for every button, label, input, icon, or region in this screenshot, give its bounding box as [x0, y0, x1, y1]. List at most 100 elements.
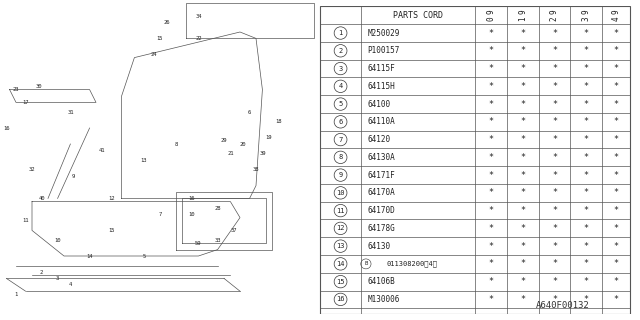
Text: *: *: [584, 206, 589, 215]
Text: 24: 24: [150, 52, 157, 57]
Text: 3: 3: [582, 17, 591, 21]
Text: 11: 11: [22, 218, 29, 223]
Text: 23: 23: [13, 87, 19, 92]
Text: 33: 33: [214, 237, 221, 243]
Text: 6: 6: [248, 109, 252, 115]
Text: *: *: [552, 277, 557, 286]
Text: 64170D: 64170D: [367, 206, 396, 215]
Text: 2: 2: [339, 48, 342, 54]
Text: *: *: [614, 64, 619, 73]
Text: *: *: [488, 277, 493, 286]
Text: 14: 14: [86, 253, 93, 259]
Text: 64178G: 64178G: [367, 224, 396, 233]
Text: 59: 59: [195, 241, 202, 246]
Text: *: *: [584, 64, 589, 73]
Text: *: *: [614, 100, 619, 108]
Text: 64115F: 64115F: [367, 64, 396, 73]
Text: 10: 10: [336, 190, 345, 196]
Text: 15: 15: [336, 279, 345, 284]
Text: *: *: [488, 64, 493, 73]
Text: *: *: [520, 277, 525, 286]
Text: 13: 13: [336, 243, 345, 249]
Text: *: *: [614, 260, 619, 268]
Text: *: *: [488, 224, 493, 233]
Text: 64120: 64120: [367, 135, 390, 144]
Text: *: *: [520, 82, 525, 91]
Text: 32: 32: [29, 167, 35, 172]
Text: *: *: [614, 28, 619, 37]
Text: 21: 21: [227, 151, 234, 156]
Text: PARTS CORD: PARTS CORD: [393, 11, 443, 20]
Text: *: *: [520, 295, 525, 304]
Text: 4: 4: [339, 83, 342, 89]
Text: 30: 30: [35, 84, 42, 89]
Text: 64130A: 64130A: [367, 153, 396, 162]
Text: 6: 6: [339, 119, 342, 125]
Text: 4: 4: [612, 17, 621, 21]
Text: 1: 1: [339, 30, 342, 36]
Text: 64100: 64100: [367, 100, 390, 108]
Text: 5: 5: [142, 253, 146, 259]
Text: 64110A: 64110A: [367, 117, 396, 126]
Text: 3: 3: [339, 66, 342, 72]
Text: *: *: [584, 28, 589, 37]
Text: *: *: [614, 295, 619, 304]
Text: *: *: [584, 82, 589, 91]
Text: *: *: [584, 260, 589, 268]
Text: 15: 15: [109, 228, 115, 233]
Text: 40: 40: [38, 196, 45, 201]
Text: 9: 9: [486, 9, 495, 14]
Text: *: *: [614, 206, 619, 215]
Text: 18: 18: [275, 119, 282, 124]
Text: *: *: [552, 64, 557, 73]
Text: 38: 38: [253, 167, 259, 172]
Text: 13: 13: [141, 157, 147, 163]
Text: *: *: [552, 171, 557, 180]
Text: *: *: [488, 153, 493, 162]
Text: *: *: [584, 153, 589, 162]
Text: *: *: [584, 100, 589, 108]
Text: *: *: [552, 46, 557, 55]
Text: *: *: [488, 28, 493, 37]
Text: 17: 17: [22, 100, 29, 105]
Text: *: *: [520, 188, 525, 197]
Text: A640F00132: A640F00132: [536, 301, 590, 310]
Text: *: *: [520, 135, 525, 144]
Text: *: *: [614, 277, 619, 286]
Text: 28: 28: [214, 205, 221, 211]
Text: *: *: [552, 295, 557, 304]
Text: *: *: [584, 171, 589, 180]
Text: 12: 12: [336, 225, 345, 231]
Text: *: *: [614, 135, 619, 144]
Text: 011308200〈4〉: 011308200〈4〉: [387, 260, 438, 267]
Text: 29: 29: [221, 138, 227, 143]
Text: 9: 9: [339, 172, 342, 178]
Text: 8: 8: [339, 154, 342, 160]
Text: *: *: [520, 117, 525, 126]
Text: *: *: [584, 295, 589, 304]
Text: 22: 22: [195, 36, 202, 41]
Text: 9: 9: [612, 9, 621, 14]
Text: *: *: [614, 242, 619, 251]
Text: 8: 8: [174, 141, 178, 147]
Text: *: *: [584, 135, 589, 144]
Text: 16: 16: [189, 196, 195, 201]
Text: 14: 14: [336, 261, 345, 267]
Text: *: *: [488, 295, 493, 304]
Text: *: *: [552, 100, 557, 108]
Text: *: *: [488, 242, 493, 251]
Text: *: *: [584, 117, 589, 126]
Text: *: *: [488, 188, 493, 197]
Text: *: *: [614, 117, 619, 126]
Text: 31: 31: [67, 109, 74, 115]
Text: *: *: [488, 171, 493, 180]
Text: *: *: [488, 206, 493, 215]
Text: 37: 37: [230, 228, 237, 233]
Text: 12: 12: [109, 196, 115, 201]
Text: *: *: [614, 171, 619, 180]
Text: 9: 9: [518, 9, 527, 14]
Text: 11: 11: [336, 208, 345, 214]
Text: 64106B: 64106B: [367, 277, 396, 286]
Text: *: *: [614, 224, 619, 233]
Text: 64115H: 64115H: [367, 82, 396, 91]
